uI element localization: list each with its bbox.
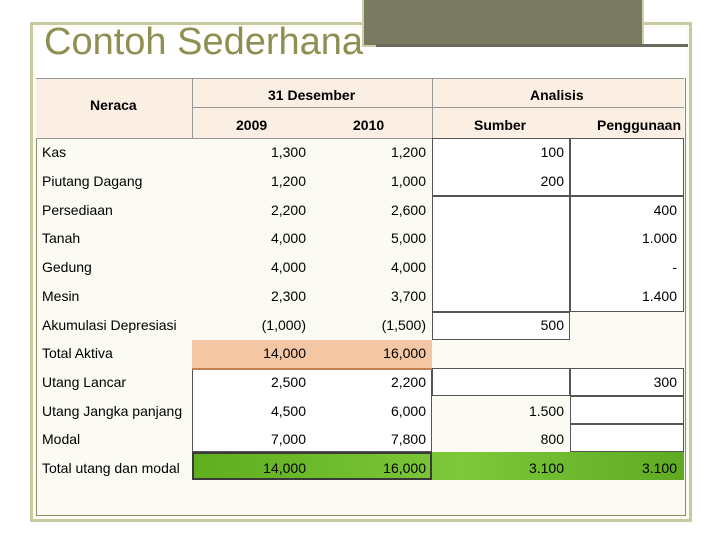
row-0-label: Kas	[42, 144, 67, 160]
penggunaan-box-mid	[570, 196, 684, 312]
row-0-y2010: 1,200	[390, 144, 426, 160]
row-8-label: Utang Lancar	[42, 374, 127, 390]
sumber-box-akum	[432, 312, 570, 340]
row-4-penggunaan: -	[672, 259, 677, 275]
row-2-y2009: 2,200	[270, 202, 306, 218]
header-top-line	[36, 78, 684, 79]
row-0-y2009: 1,300	[270, 144, 306, 160]
header-2009: 2009	[236, 117, 268, 133]
row-8-penggunaan: 300	[653, 374, 677, 390]
header-sumber: Sumber	[474, 117, 527, 133]
row-3-y2010: 5,000	[390, 230, 426, 246]
row-8-y2010: 2,200	[390, 374, 426, 390]
sumber-box-top	[432, 138, 570, 196]
penggunaan-box-utang	[570, 368, 684, 396]
row-3-penggunaan: 1.000	[641, 230, 677, 246]
header-neraca: Neraca	[90, 97, 137, 113]
row-9-y2009: 4,500	[270, 403, 306, 419]
header-penggunaan: Penggunaan	[597, 117, 682, 133]
header-31-desember: 31 Desember	[268, 87, 356, 103]
row-5-penggunaan: 1.400	[641, 288, 677, 304]
row-8-y2009: 2,500	[270, 374, 306, 390]
row-4-label: Gedung	[42, 259, 92, 275]
row-5-label: Mesin	[42, 288, 80, 304]
total-utang-highlight	[192, 452, 684, 480]
header-divider-2	[432, 78, 433, 138]
total-utang-border	[192, 452, 432, 480]
header-analisis: Analisis	[530, 87, 584, 103]
row-6-sumber: 500	[540, 317, 564, 333]
row-1-label: Piutang Dagang	[42, 173, 143, 189]
row-6-label: Akumulasi Depresiasi	[42, 317, 177, 333]
row-3-label: Tanah	[42, 230, 81, 246]
row-10-label: Modal	[42, 431, 81, 447]
row-4-y2009: 4,000	[270, 259, 306, 275]
penggunaan-box-modal	[570, 424, 684, 452]
row-6-y2009: (1,000)	[261, 317, 306, 333]
row-7-y2010: 16,000	[383, 345, 426, 361]
row-0-sumber: 100	[540, 144, 564, 160]
row-1-y2010: 1,000	[390, 173, 426, 189]
row-11-y2009: 14,000	[263, 460, 306, 476]
row-5-y2010: 3,700	[390, 288, 426, 304]
decorative-tab	[362, 0, 644, 47]
row-6-y2010: (1,500)	[381, 317, 426, 333]
row-2-penggunaan: 400	[653, 202, 677, 218]
row-11-label: Total utang dan modal	[42, 460, 180, 476]
row-10-y2009: 7,000	[270, 431, 306, 447]
sumber-box-mid	[432, 196, 570, 312]
row-7-y2009: 14,000	[263, 345, 306, 361]
total-aktiva-underline	[192, 368, 432, 370]
row-9-y2010: 6,000	[390, 403, 426, 419]
total-aktiva-highlight	[192, 340, 432, 368]
row-2-label: Persediaan	[42, 202, 113, 218]
header-bottom-line	[36, 138, 684, 139]
table-header-band	[36, 78, 684, 138]
row-10-y2010: 7,800	[390, 431, 426, 447]
row-11-penggunaan: 3.100	[641, 460, 677, 476]
row-4-y2010: 4,000	[390, 259, 426, 275]
row-5-y2009: 2,300	[270, 288, 306, 304]
title-underline	[376, 44, 688, 47]
header-divider-1	[192, 78, 193, 138]
header-mid-line	[192, 107, 684, 108]
penggunaan-box-top	[570, 138, 684, 196]
slide-title: Contoh Sederhana	[44, 21, 364, 63]
liab-values-box	[192, 368, 432, 452]
row-11-sumber: 3.100	[528, 460, 564, 476]
row-2-y2010: 2,600	[390, 202, 426, 218]
row-1-sumber: 200	[540, 173, 564, 189]
sumber-box-utang	[432, 368, 570, 396]
row-3-y2009: 4,000	[270, 230, 306, 246]
row-9-sumber: 1.500	[528, 403, 564, 419]
header-2010: 2010	[353, 117, 385, 133]
row-11-y2010: 16,000	[383, 460, 426, 476]
row-9-label: Utang Jangka panjang	[42, 403, 183, 419]
row-1-y2009: 1,200	[270, 173, 306, 189]
row-10-sumber: 800	[540, 431, 564, 447]
penggunaan-box-jp	[570, 396, 684, 424]
row-7-label: Total Aktiva	[42, 345, 113, 361]
